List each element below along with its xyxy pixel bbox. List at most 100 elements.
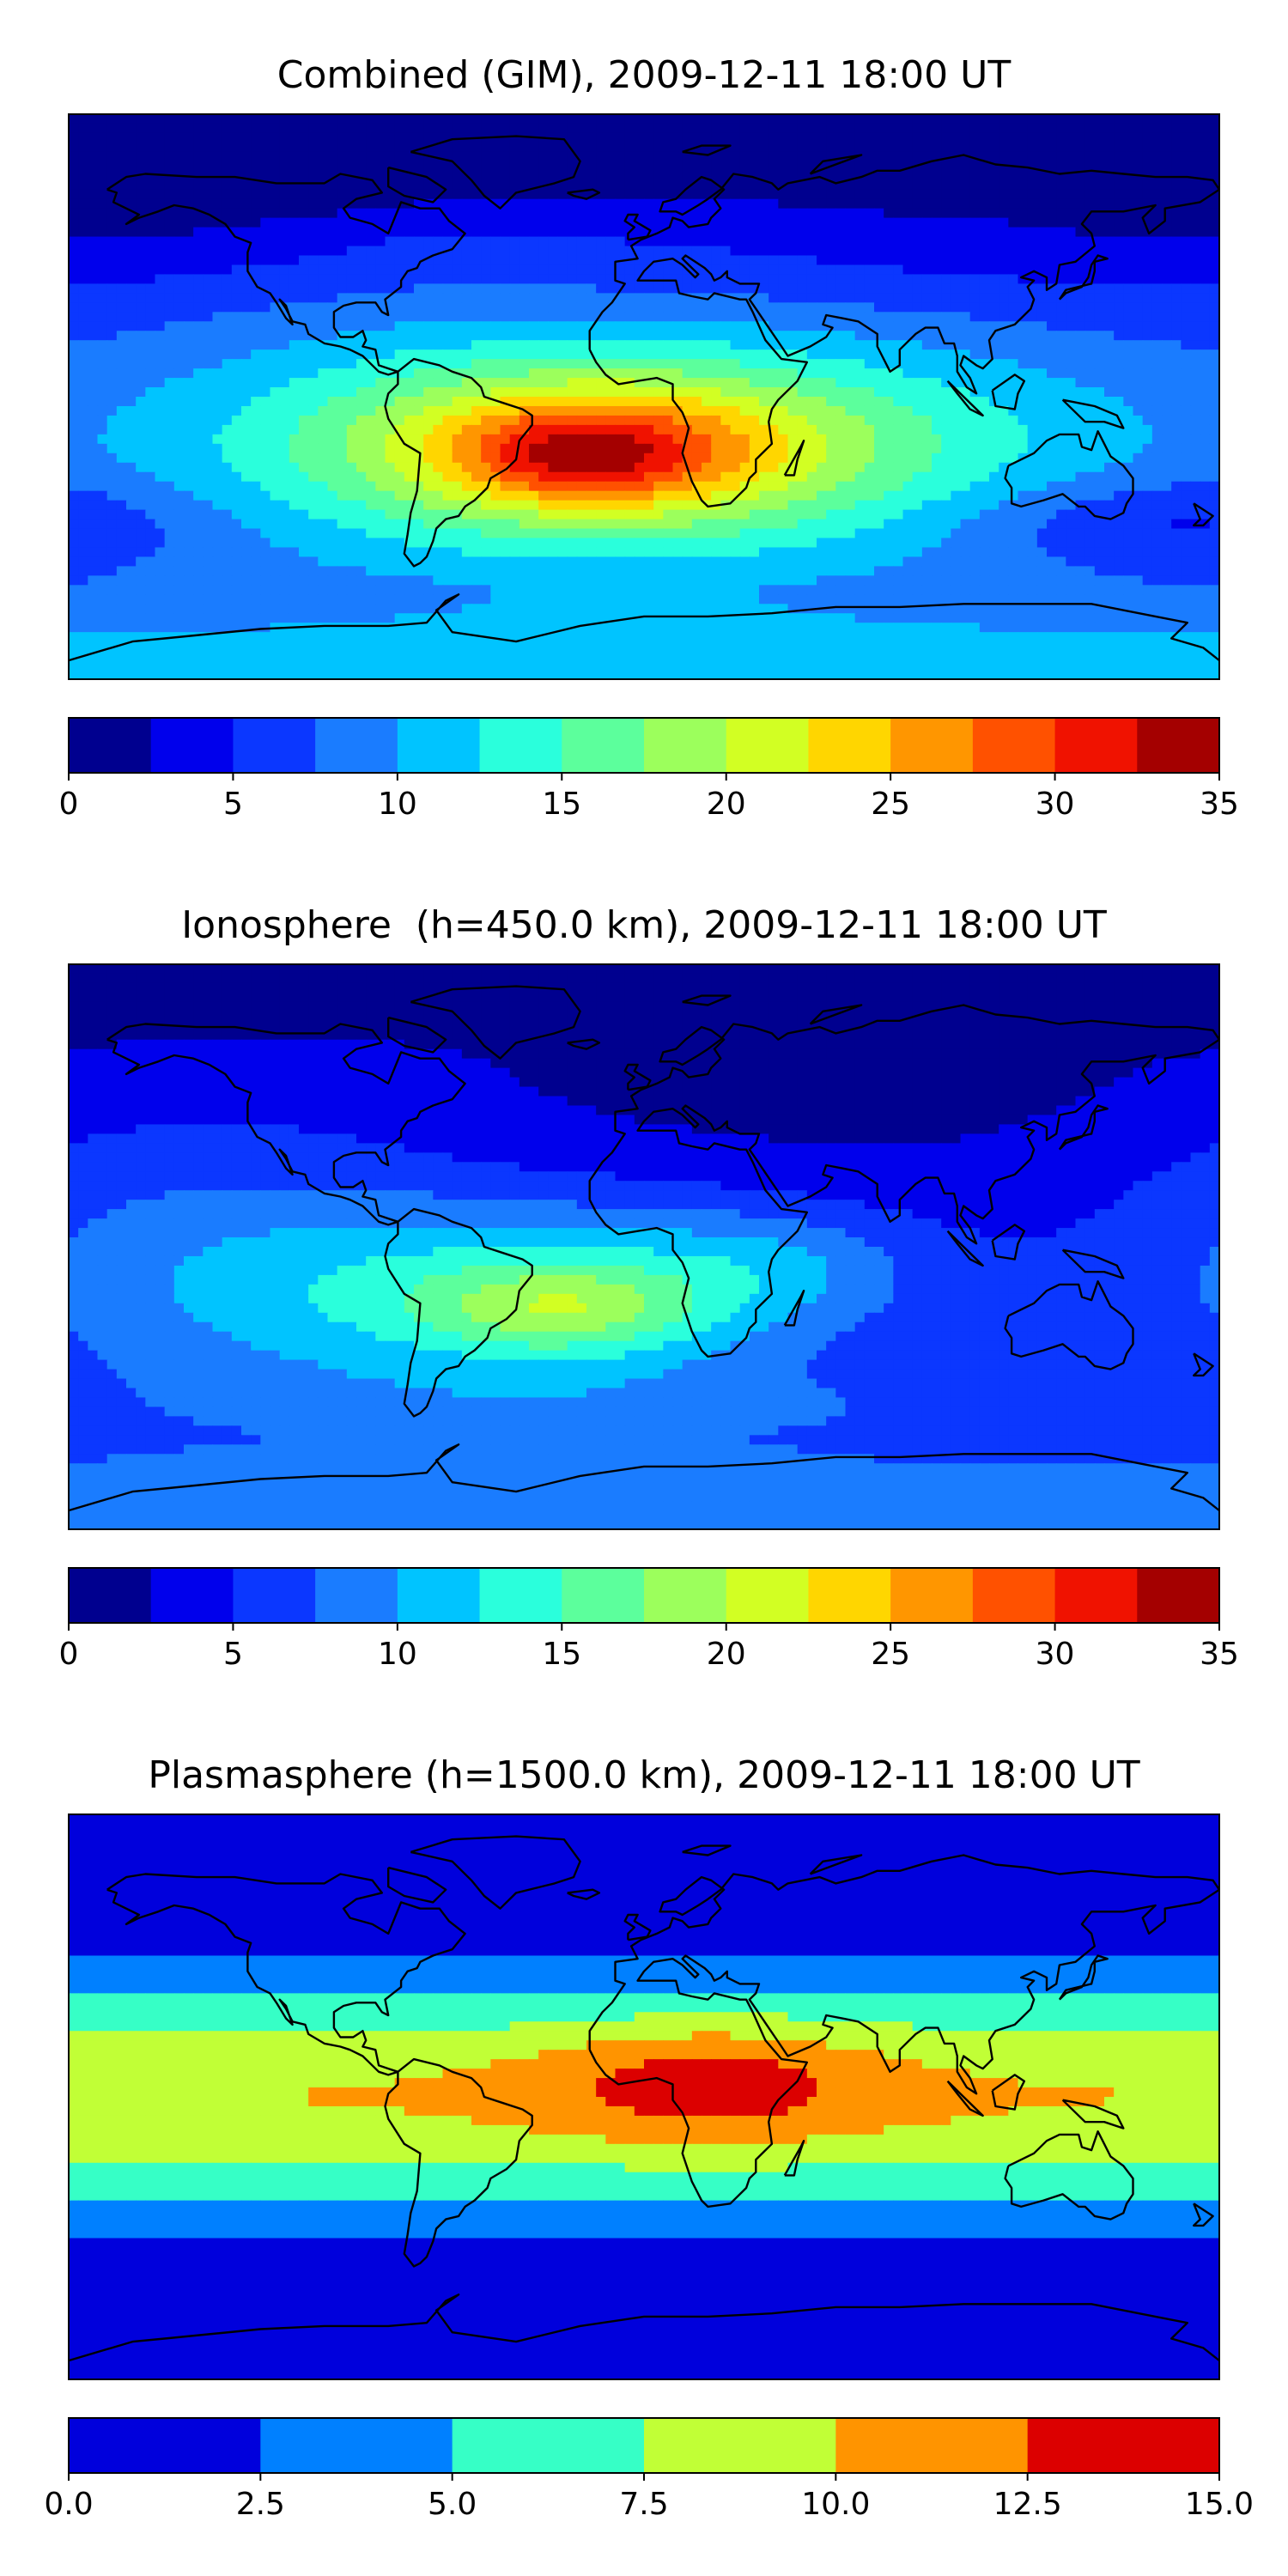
heatmap-cell [1123, 434, 1134, 445]
heatmap-cell [500, 415, 511, 426]
heatmap-cell [548, 321, 559, 331]
heatmap-cell [711, 264, 721, 276]
heatmap-cell [835, 123, 847, 134]
heatmap-cell [979, 387, 990, 398]
heatmap-cell [471, 340, 482, 350]
heatmap-cell [299, 227, 309, 238]
heatmap-cell [682, 274, 693, 284]
heatmap-cell [1200, 236, 1211, 247]
heatmap-cell [1133, 132, 1144, 143]
heatmap-cell [145, 189, 156, 200]
heatmap-cell [241, 405, 252, 416]
heatmap-cell [212, 443, 223, 454]
heatmap-cell [951, 114, 962, 125]
heatmap-cell [817, 321, 827, 331]
heatmap-cell [576, 453, 587, 464]
heatmap-cell [999, 114, 1009, 125]
heatmap-cell [78, 490, 88, 501]
heatmap-cell [538, 142, 549, 153]
heatmap-cell [270, 462, 281, 473]
heatmap-cell [586, 189, 597, 200]
heatmap-cell [864, 274, 875, 284]
heatmap-cell [576, 481, 587, 492]
heatmap-cell [222, 142, 233, 153]
heatmap-cell [702, 198, 712, 210]
heatmap-cell [921, 189, 933, 200]
heatmap-cell [912, 236, 923, 247]
heatmap-cell [720, 321, 732, 331]
heatmap-cell [337, 312, 348, 322]
heatmap-cell [404, 500, 415, 511]
heatmap-cell [1209, 453, 1219, 464]
heatmap-cell [145, 443, 156, 454]
heatmap-cell [778, 274, 789, 284]
heatmap-cell [433, 123, 444, 134]
heatmap-cell [999, 415, 1009, 426]
heatmap-cell [481, 227, 491, 238]
heatmap-cell [893, 179, 904, 191]
heatmap-cell [126, 312, 137, 322]
heatmap-cell [78, 434, 88, 445]
heatmap-cell [126, 405, 137, 416]
heatmap-cell [682, 217, 693, 228]
heatmap-cell [615, 397, 626, 407]
heatmap-cell [1200, 415, 1211, 426]
heatmap-cell [538, 490, 549, 501]
heatmap-cell [327, 481, 338, 492]
heatmap-cell [241, 321, 252, 331]
heatmap-cell [921, 359, 933, 369]
heatmap-cell [634, 312, 645, 322]
heatmap-cell [769, 378, 779, 388]
heatmap-cell [1162, 415, 1172, 426]
heatmap-cell [1075, 283, 1086, 294]
heatmap-cell [136, 349, 146, 360]
heatmap-cell [509, 387, 520, 398]
heatmap-cell [884, 462, 894, 473]
heatmap-cell [1151, 198, 1163, 210]
heatmap-cell [1056, 227, 1066, 238]
heatmap-cell [1162, 481, 1172, 492]
heatmap-cell [529, 142, 539, 153]
heatmap-cell [308, 132, 319, 143]
heatmap-cell [951, 189, 962, 200]
heatmap-cell [806, 198, 817, 210]
heatmap-cell [826, 293, 836, 303]
heatmap-cell [672, 378, 683, 388]
heatmap-cell [184, 312, 194, 322]
heatmap-cell [136, 424, 146, 435]
heatmap-cell [548, 246, 559, 257]
heatmap-cell [932, 359, 942, 369]
heatmap-cell [394, 405, 405, 416]
heatmap-cell [1104, 490, 1115, 501]
heatmap-cell [759, 312, 769, 322]
heatmap-cell [385, 443, 396, 454]
heatmap-cell [318, 227, 329, 238]
heatmap-cell [759, 170, 769, 181]
heatmap-cell [203, 453, 214, 464]
heatmap-cell [289, 264, 300, 276]
heatmap-cell [500, 443, 511, 454]
heatmap-cell [797, 302, 808, 313]
heatmap-cell [576, 161, 587, 172]
heatmap-cell [1209, 424, 1219, 435]
heatmap-cell [672, 132, 683, 143]
heatmap-cell [203, 387, 214, 398]
heatmap-cell [1036, 151, 1048, 162]
heatmap-cell [538, 161, 549, 172]
heatmap-cell [778, 132, 789, 143]
heatmap-cell [69, 142, 79, 153]
heatmap-cell [375, 170, 386, 181]
heatmap-cell [778, 217, 789, 228]
heatmap-cell [1036, 255, 1048, 266]
heatmap-cell [682, 123, 693, 134]
heatmap-cell [739, 424, 750, 435]
heatmap-cell [1209, 378, 1219, 388]
heatmap-cell [548, 151, 559, 162]
heatmap-cell [653, 142, 664, 153]
heatmap-cell [241, 151, 252, 162]
heatmap-cell [509, 443, 520, 454]
heatmap-cell [106, 142, 118, 153]
heatmap-cell [759, 453, 769, 464]
heatmap-cell [404, 227, 415, 238]
heatmap-cell [356, 161, 367, 172]
